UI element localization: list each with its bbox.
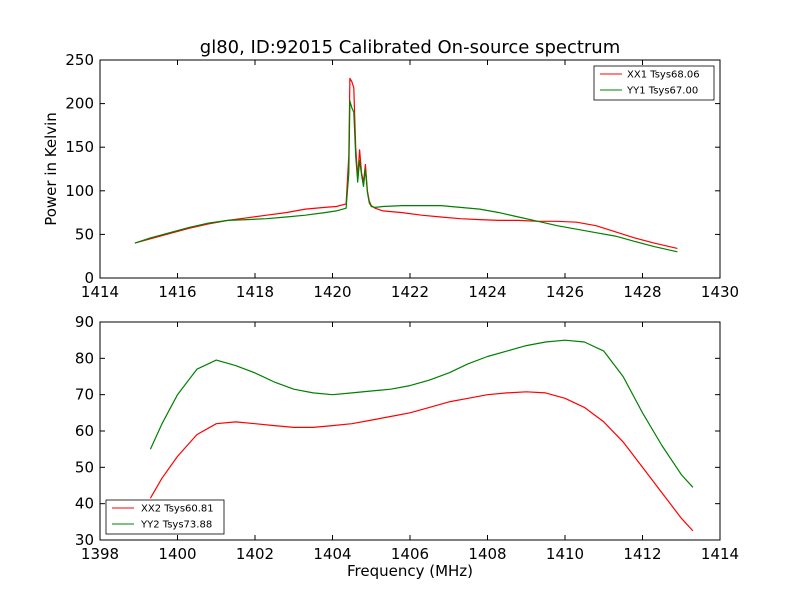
bottom-x-axis-label: Frequency (MHz): [347, 562, 473, 580]
top-x-tick-label: 1422: [391, 283, 429, 301]
top-y-tick-label: 0: [84, 269, 94, 287]
bottom-y-tick-label: 30: [75, 531, 94, 549]
top-x-tick-label: 1414: [81, 283, 119, 301]
top-spectrum-panel: 1414 1416 1418 1420 1422 1424 1426 1428 1430 0 50 1…: [42, 51, 739, 301]
top-y-tick-label: 250: [65, 51, 94, 69]
top-x-tick-label: 1430: [701, 283, 739, 301]
bottom-series-lines: [149, 339, 694, 532]
top-series-lines: [134, 77, 678, 253]
bottom-x-tick-label: 1404: [313, 545, 351, 563]
top-x-tick-label: 1416: [158, 283, 196, 301]
figure-title: gl80, ID:92015 Calibrated On-source spec…: [200, 37, 620, 58]
top-x-tick-label: 1426: [546, 283, 584, 301]
bottom-y-tick-label: 80: [75, 349, 94, 367]
top-axis-ticks: 1414 1416 1418 1420 1422 1424 1426 1428 1430 0 50 1…: [65, 51, 739, 301]
top-series-line-yy1: [134, 100, 678, 253]
bottom-x-tick-label: 1398: [81, 545, 119, 563]
bottom-x-tick-label: 1412: [623, 545, 661, 563]
bottom-x-tick-label: 1400: [158, 545, 196, 563]
top-x-tick-label: 1418: [236, 283, 274, 301]
top-legend-box: [593, 65, 715, 101]
bottom-spectrum-panel: 1398 1400 1402 1404 1406 1408 1410 1412 1414 30 40…: [75, 313, 739, 580]
top-y-axis-label: Power in Kelvin: [42, 112, 60, 226]
top-y-tick-label: 200: [65, 95, 94, 113]
bottom-legend-label-xx2: XX2 Tsys60.81: [141, 504, 214, 515]
bottom-y-tick-label: 60: [75, 422, 94, 440]
top-x-tick-label: 1420: [313, 283, 351, 301]
bottom-axis-ticks: 1398 1400 1402 1404 1406 1408 1410 1412 1414 30 40…: [75, 313, 739, 563]
top-legend: XX1 Tsys68.06 YY1 Tsys67.00: [593, 65, 715, 101]
bottom-legend-label-yy2: YY2 Tsys73.88: [140, 520, 212, 531]
bottom-y-tick-label: 40: [75, 495, 94, 513]
top-x-tick-label: 1424: [468, 283, 506, 301]
bottom-y-tick-label: 70: [75, 386, 94, 404]
bottom-x-tick-label: 1414: [701, 545, 739, 563]
top-x-tick-label: 1428: [623, 283, 661, 301]
top-y-tick-label: 100: [65, 182, 94, 200]
bottom-y-tick-label: 50: [75, 458, 94, 476]
top-legend-label-xx1: XX1 Tsys68.06: [627, 70, 700, 81]
bottom-x-tick-label: 1410: [546, 545, 584, 563]
bottom-series-line-xx2: [149, 391, 694, 532]
bottom-x-tick-label: 1408: [468, 545, 506, 563]
top-y-tick-label: 50: [75, 225, 94, 243]
bottom-x-tick-label: 1406: [391, 545, 429, 563]
bottom-x-tick-label: 1402: [236, 545, 274, 563]
top-legend-label-yy1: YY1 Tsys67.00: [626, 86, 698, 97]
bottom-y-tick-label: 90: [75, 313, 94, 331]
bottom-legend-box: [105, 499, 225, 535]
bottom-legend: XX2 Tsys60.81 YY2 Tsys73.88: [105, 499, 225, 535]
bottom-series-line-yy2: [149, 339, 694, 488]
top-y-tick-label: 150: [65, 138, 94, 156]
